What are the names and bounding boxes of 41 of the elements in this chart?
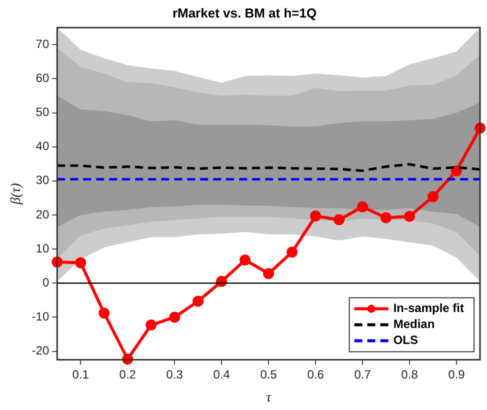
x-tick-label: 0.7 [354,367,372,382]
x-tick-label: 0.5 [260,367,278,382]
x-tick-label: 0.2 [119,367,136,382]
point [334,214,345,226]
point [146,320,157,331]
legend-label: OLS [393,333,418,348]
x-tick-label: 0.6 [307,367,324,382]
x-tick-label: 0.9 [448,367,466,382]
point [169,312,180,323]
point [357,201,368,212]
x-tick-label: 0.4 [213,367,230,382]
chart-title: rMarket vs. BM at h=1Q [172,5,317,20]
x-tick-label: 0.1 [72,367,90,382]
point [451,165,462,176]
y-tick-label: 0 [42,275,50,290]
point [98,308,110,319]
point [286,246,298,258]
y-tick-label: 30 [36,173,50,188]
legend-label: In-sample fit [393,301,464,316]
point [52,256,63,268]
y-tick-label: 10 [36,241,50,256]
point [240,254,251,266]
point [380,212,392,224]
y-tick-label: 40 [36,139,50,154]
x-axis-title: τ [266,390,272,406]
y-tick-label: 50 [36,105,50,120]
legend-label: Median [393,317,435,332]
y-tick-label: -10 [32,310,50,324]
point [75,257,86,268]
point [192,296,204,307]
point [428,191,439,202]
point [404,210,416,222]
y-tick-label: 60 [36,71,50,86]
y-tick-label: -20 [32,344,50,358]
x-tick-label: 0.8 [401,367,418,382]
point [263,268,274,280]
y-tick-label: 70 [36,36,50,51]
y-tick-label: 20 [36,207,50,222]
y-axis-title: β(τ) [9,182,24,206]
point [310,210,322,222]
x-tick-label: 0.3 [166,367,184,382]
